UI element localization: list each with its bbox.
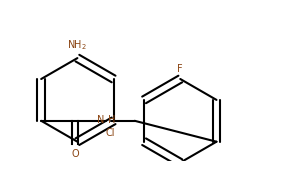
Text: H: H xyxy=(108,115,116,125)
Text: O: O xyxy=(72,149,79,159)
Text: F: F xyxy=(178,64,183,74)
Text: NH$_2$: NH$_2$ xyxy=(67,38,87,52)
Text: Cl: Cl xyxy=(105,128,114,138)
Text: N: N xyxy=(97,115,104,125)
